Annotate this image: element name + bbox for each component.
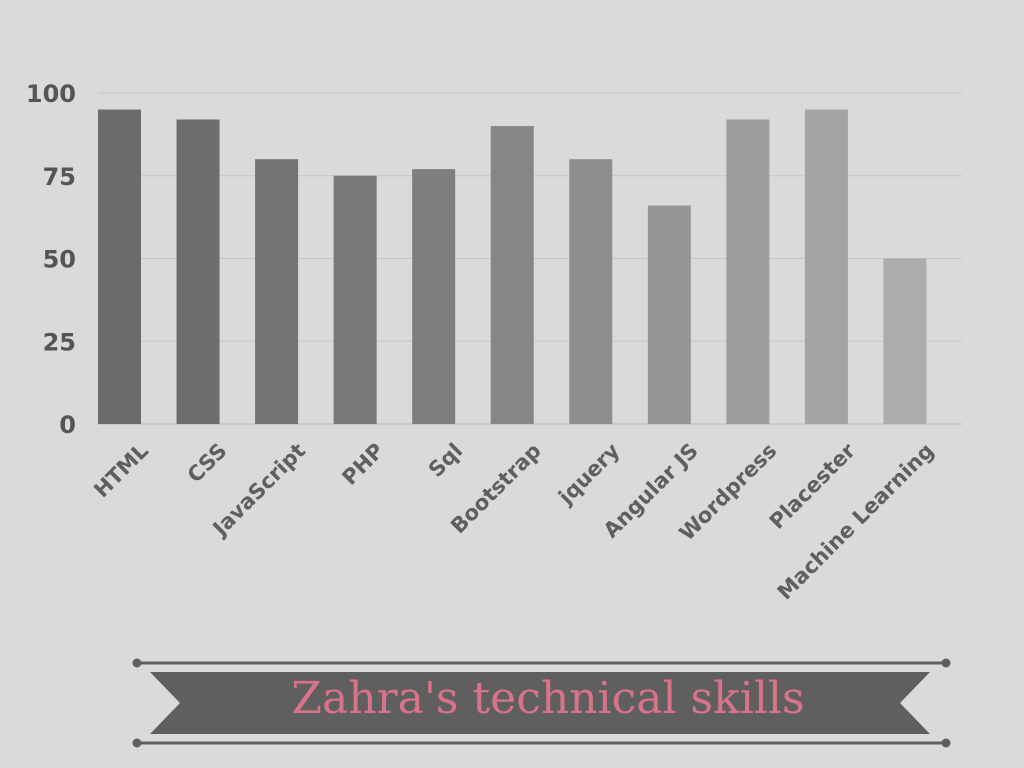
title-banner: Zahra's technical skills: [132, 658, 951, 748]
x-category-label: PHP: [338, 439, 389, 490]
banner-top-left-dot: [132, 658, 142, 668]
chart-title: Zahra's technical skills: [291, 673, 804, 724]
y-tick-label: 100: [26, 80, 76, 108]
bar: [726, 119, 770, 424]
y-axis-tick-labels: 0 25 50 75 100: [26, 80, 76, 439]
banner-ribbon: [150, 672, 930, 734]
banner-top-right-dot: [941, 658, 951, 668]
x-category-label: Sql: [424, 439, 467, 482]
x-category-label: Machine Learning: [773, 439, 939, 605]
bar: [333, 175, 377, 424]
x-category-label: jquery: [553, 438, 624, 509]
y-tick-label: 25: [43, 328, 76, 356]
bar: [569, 159, 613, 424]
bars: [98, 109, 927, 425]
y-tick-label: 50: [43, 246, 76, 274]
bar: [490, 126, 534, 424]
bar: [883, 258, 927, 424]
bar: [412, 169, 456, 424]
bar: [176, 119, 220, 424]
bar: [255, 159, 299, 424]
banner-bottom-right-dot: [941, 738, 951, 748]
x-category-label: CSS: [183, 439, 232, 488]
x-category-label: HTML: [89, 439, 153, 503]
banner-bottom-left-dot: [132, 738, 142, 748]
y-tick-label: 75: [43, 163, 76, 191]
bar: [804, 109, 848, 425]
bar: [98, 109, 141, 425]
bar: [647, 205, 691, 424]
y-tick-label: 0: [59, 411, 76, 439]
